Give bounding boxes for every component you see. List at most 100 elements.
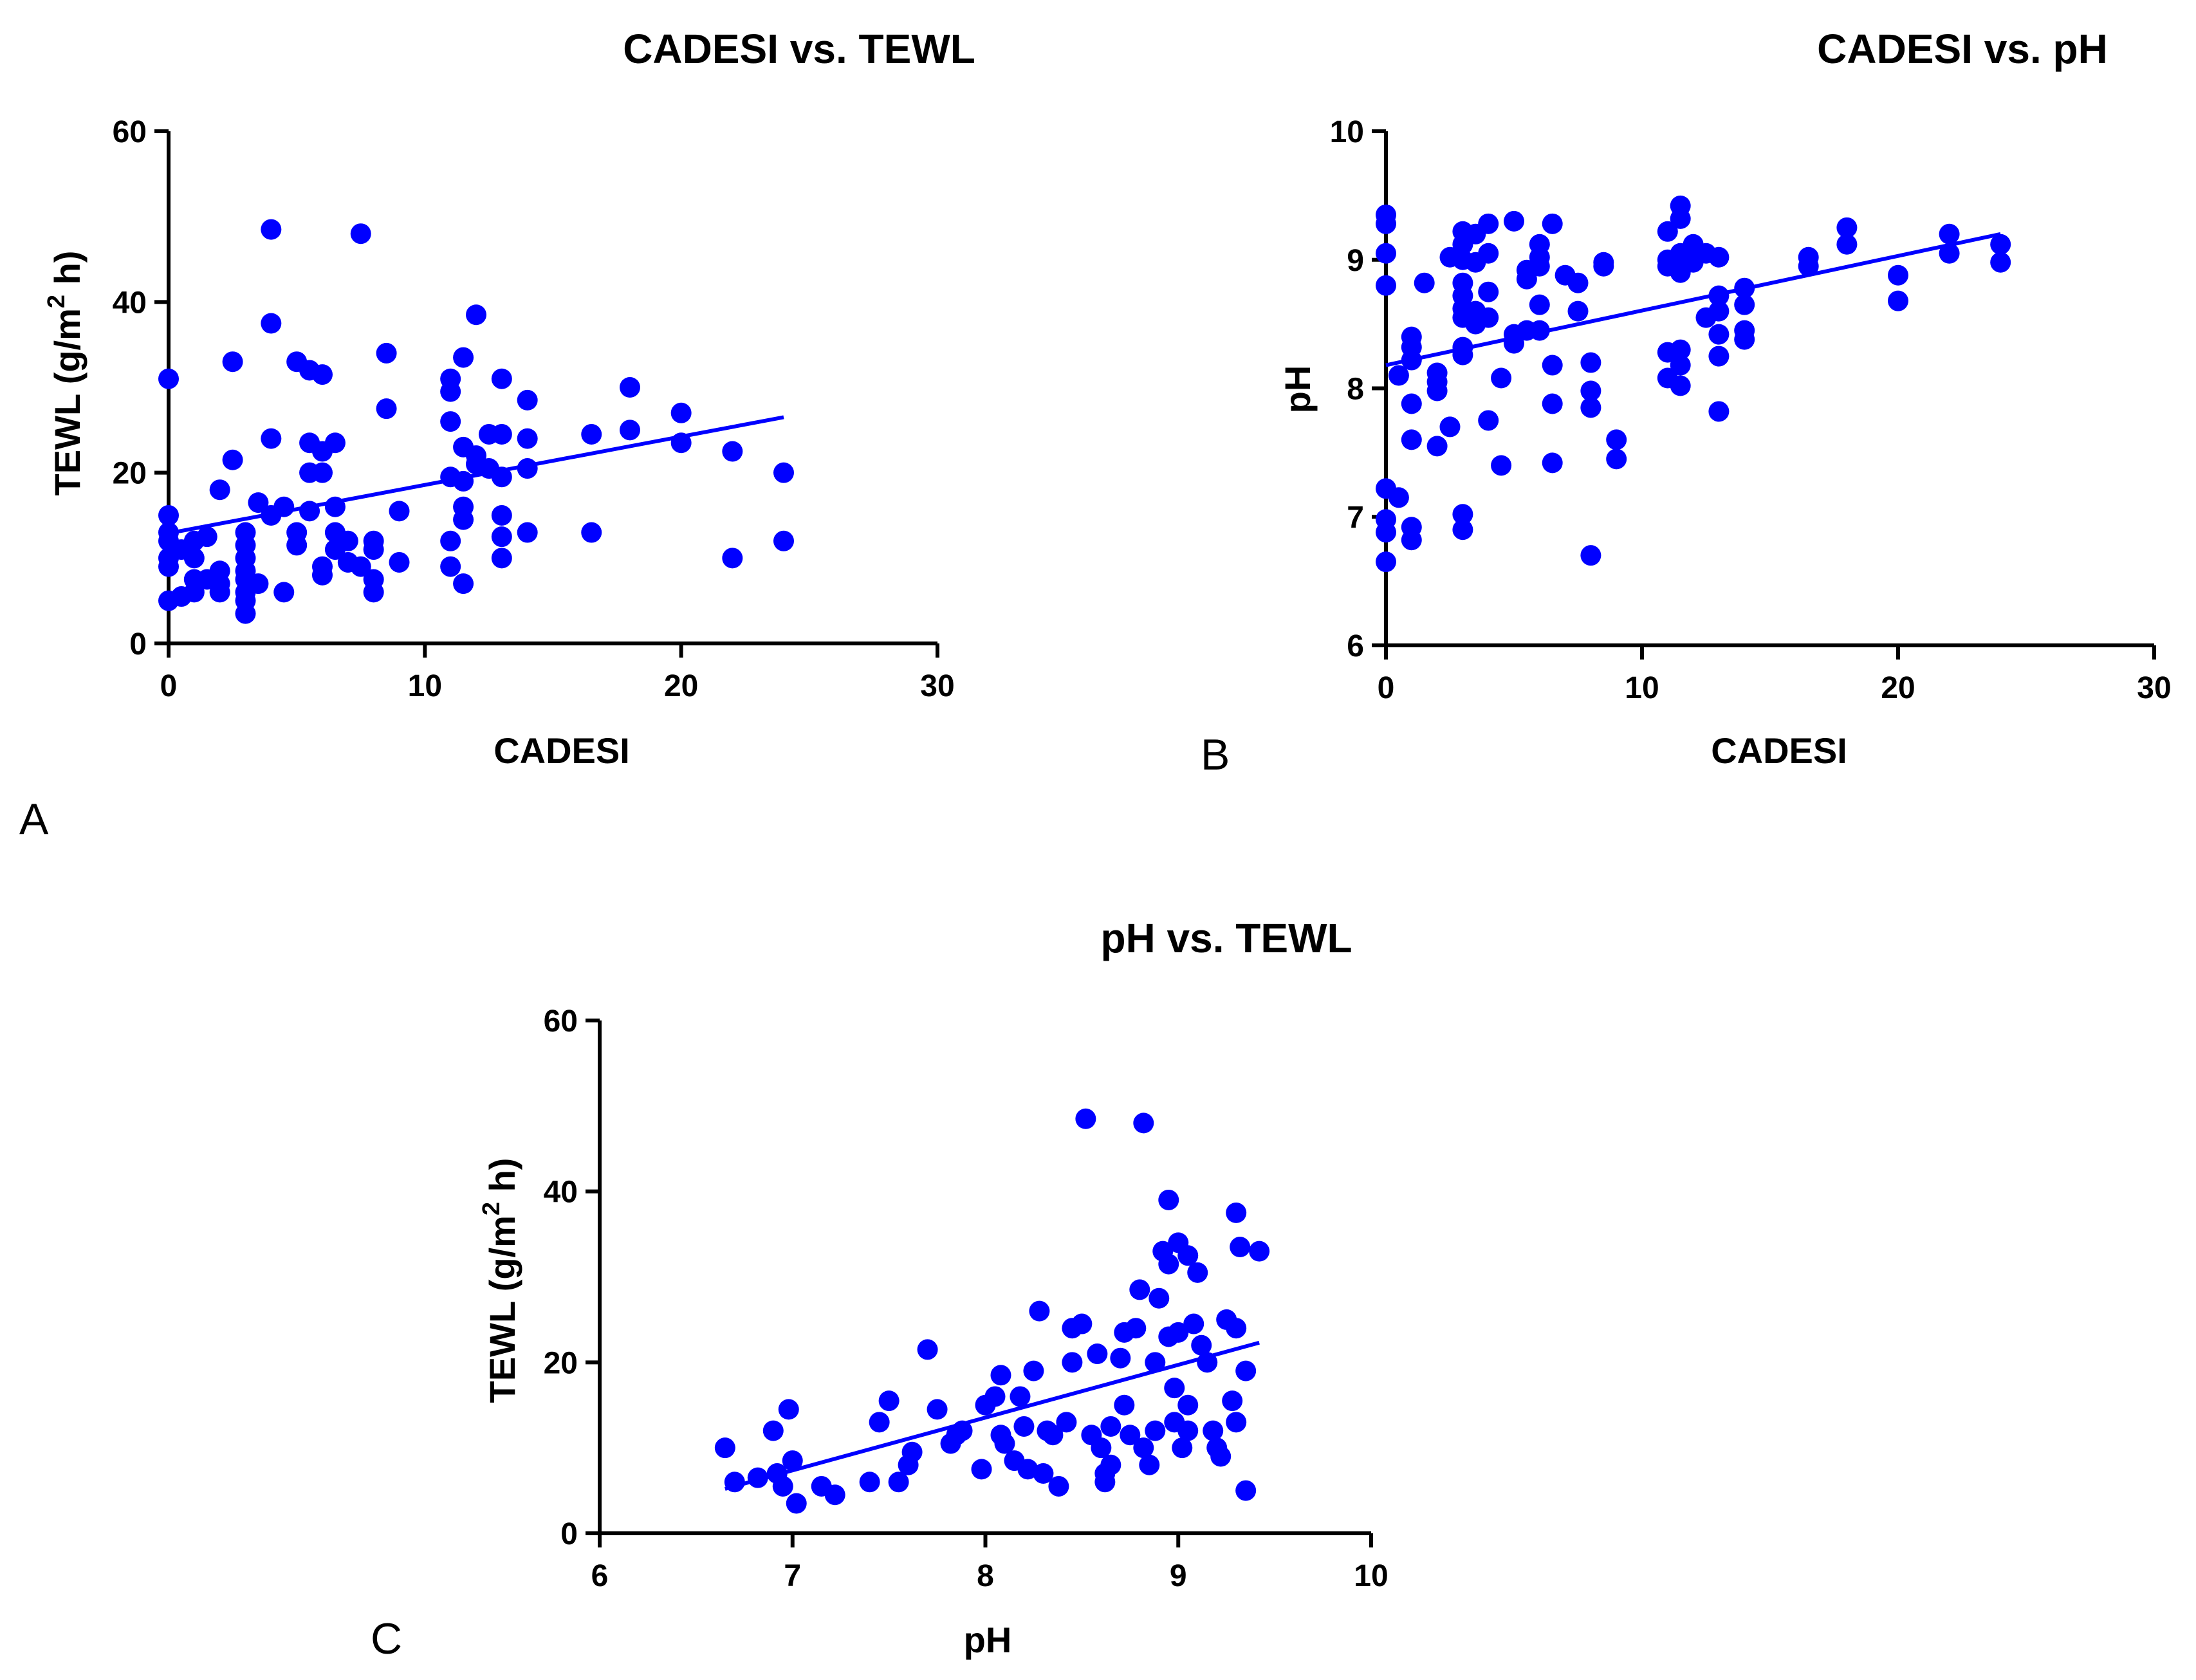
data-point-c	[1249, 1241, 1270, 1262]
data-point-b	[1670, 375, 1691, 396]
data-point-b	[1426, 436, 1448, 457]
data-point-b	[1708, 246, 1730, 268]
data-point-b	[1478, 307, 1499, 328]
data-point-b	[1452, 504, 1473, 525]
data-point-c	[1023, 1360, 1044, 1381]
data-point-b	[1376, 243, 1396, 264]
data-point-a	[491, 423, 512, 445]
data-point-b	[1542, 213, 1563, 234]
data-point-a	[312, 462, 333, 483]
y-tick-label-a: 20	[113, 457, 147, 491]
data-point-b	[1478, 213, 1499, 234]
x-tick-label-b: 30	[2137, 671, 2171, 705]
xlabel-c: pH	[964, 1620, 1012, 1660]
data-point-b	[1401, 530, 1422, 551]
data-point-c	[1235, 1480, 1257, 1501]
y-tick-label-b: 6	[1347, 629, 1364, 663]
data-point-b	[1376, 522, 1396, 543]
data-point-c	[994, 1433, 1015, 1454]
data-point-c	[1210, 1446, 1232, 1467]
data-point-b	[1836, 234, 1858, 255]
data-point-c	[984, 1386, 1006, 1407]
data-point-b	[1542, 393, 1563, 414]
data-point-c	[1100, 1454, 1121, 1475]
data-point-b	[1580, 397, 1601, 418]
panel-c: pH vs. TEWL pH TEWL (g/m2 h) C 6 7 8 9 10 0 20…	[371, 915, 1389, 1663]
data-point-a	[158, 505, 179, 526]
data-point-a	[722, 441, 743, 462]
data-point-c	[714, 1437, 735, 1459]
data-point-c	[1017, 1459, 1038, 1480]
data-point-a	[222, 449, 243, 470]
data-point-b	[1529, 294, 1550, 315]
data-point-a	[312, 564, 333, 586]
data-point-c	[782, 1450, 803, 1472]
y-tick-label-b: 10	[1330, 115, 1364, 149]
data-point-c	[1048, 1475, 1069, 1497]
x-tick-label-b: 0	[1378, 671, 1395, 705]
panel-b: CADESI vs. pH CADESI pH B 0 10 20 30 6 7 8 9 10	[1201, 26, 2172, 779]
data-point-c	[1013, 1416, 1035, 1437]
data-point-c	[990, 1365, 1011, 1386]
data-point-b	[1708, 324, 1730, 345]
data-point-c	[1120, 1425, 1141, 1446]
data-point-c	[1145, 1420, 1166, 1441]
data-point-c	[1187, 1262, 1208, 1283]
data-point-b	[1593, 255, 1614, 277]
data-point-a	[581, 522, 602, 543]
data-point-a	[440, 556, 461, 577]
data-point-c	[1158, 1189, 1179, 1210]
data-point-a	[209, 479, 230, 501]
trend-line-b	[1385, 232, 2001, 367]
x-tick-label-a: 0	[160, 669, 178, 703]
ylabel-a: TEWL (g/m2 h)	[43, 251, 88, 496]
data-point-c	[1203, 1420, 1224, 1441]
data-point-b	[1888, 264, 1908, 286]
data-point-b	[1606, 448, 1627, 470]
data-point-c	[1133, 1112, 1154, 1134]
y-tick-label-b: 7	[1347, 501, 1364, 535]
trend-line-a	[168, 415, 784, 535]
data-point-c	[1230, 1237, 1251, 1258]
data-point-b	[1529, 255, 1550, 277]
data-point-c	[1129, 1279, 1150, 1300]
data-point-c	[1110, 1347, 1131, 1369]
data-point-b	[1388, 487, 1409, 508]
data-point-b	[1734, 294, 1755, 315]
data-point-c	[1029, 1300, 1050, 1322]
data-point-c	[901, 1441, 923, 1463]
data-point-a	[517, 428, 538, 449]
panel-label-b: B	[1201, 730, 1230, 779]
data-point-a	[261, 219, 282, 240]
data-point-a	[273, 582, 295, 603]
data-point-a	[183, 582, 205, 603]
data-point-c	[1177, 1394, 1199, 1416]
data-point-c	[917, 1339, 938, 1360]
x-tick-label-c: 8	[977, 1559, 994, 1593]
data-point-a	[440, 530, 461, 551]
xlabel-b: CADESI	[1711, 730, 1847, 771]
data-point-c	[1056, 1412, 1077, 1433]
data-point-c	[1033, 1463, 1054, 1484]
data-point-a	[620, 377, 640, 398]
data-point-b	[1888, 290, 1908, 311]
data-point-b	[1606, 429, 1627, 450]
data-point-b	[1708, 401, 1730, 422]
data-point-b	[1401, 429, 1422, 450]
data-point-a	[517, 522, 538, 543]
data-point-c	[772, 1475, 793, 1497]
data-point-c	[1222, 1390, 1243, 1412]
data-point-a	[235, 603, 256, 624]
data-point-c	[1177, 1420, 1199, 1441]
y-tick-label-a: 0	[129, 627, 147, 661]
data-point-a	[453, 509, 474, 530]
data-point-a	[196, 526, 217, 548]
panel-label-a: A	[19, 795, 49, 844]
data-point-b	[1580, 380, 1601, 402]
x-tick-label-c: 10	[1354, 1559, 1388, 1593]
data-point-b	[1491, 455, 1512, 476]
data-point-c	[1172, 1437, 1193, 1459]
data-point-b	[1376, 551, 1396, 573]
data-point-a	[491, 368, 512, 389]
